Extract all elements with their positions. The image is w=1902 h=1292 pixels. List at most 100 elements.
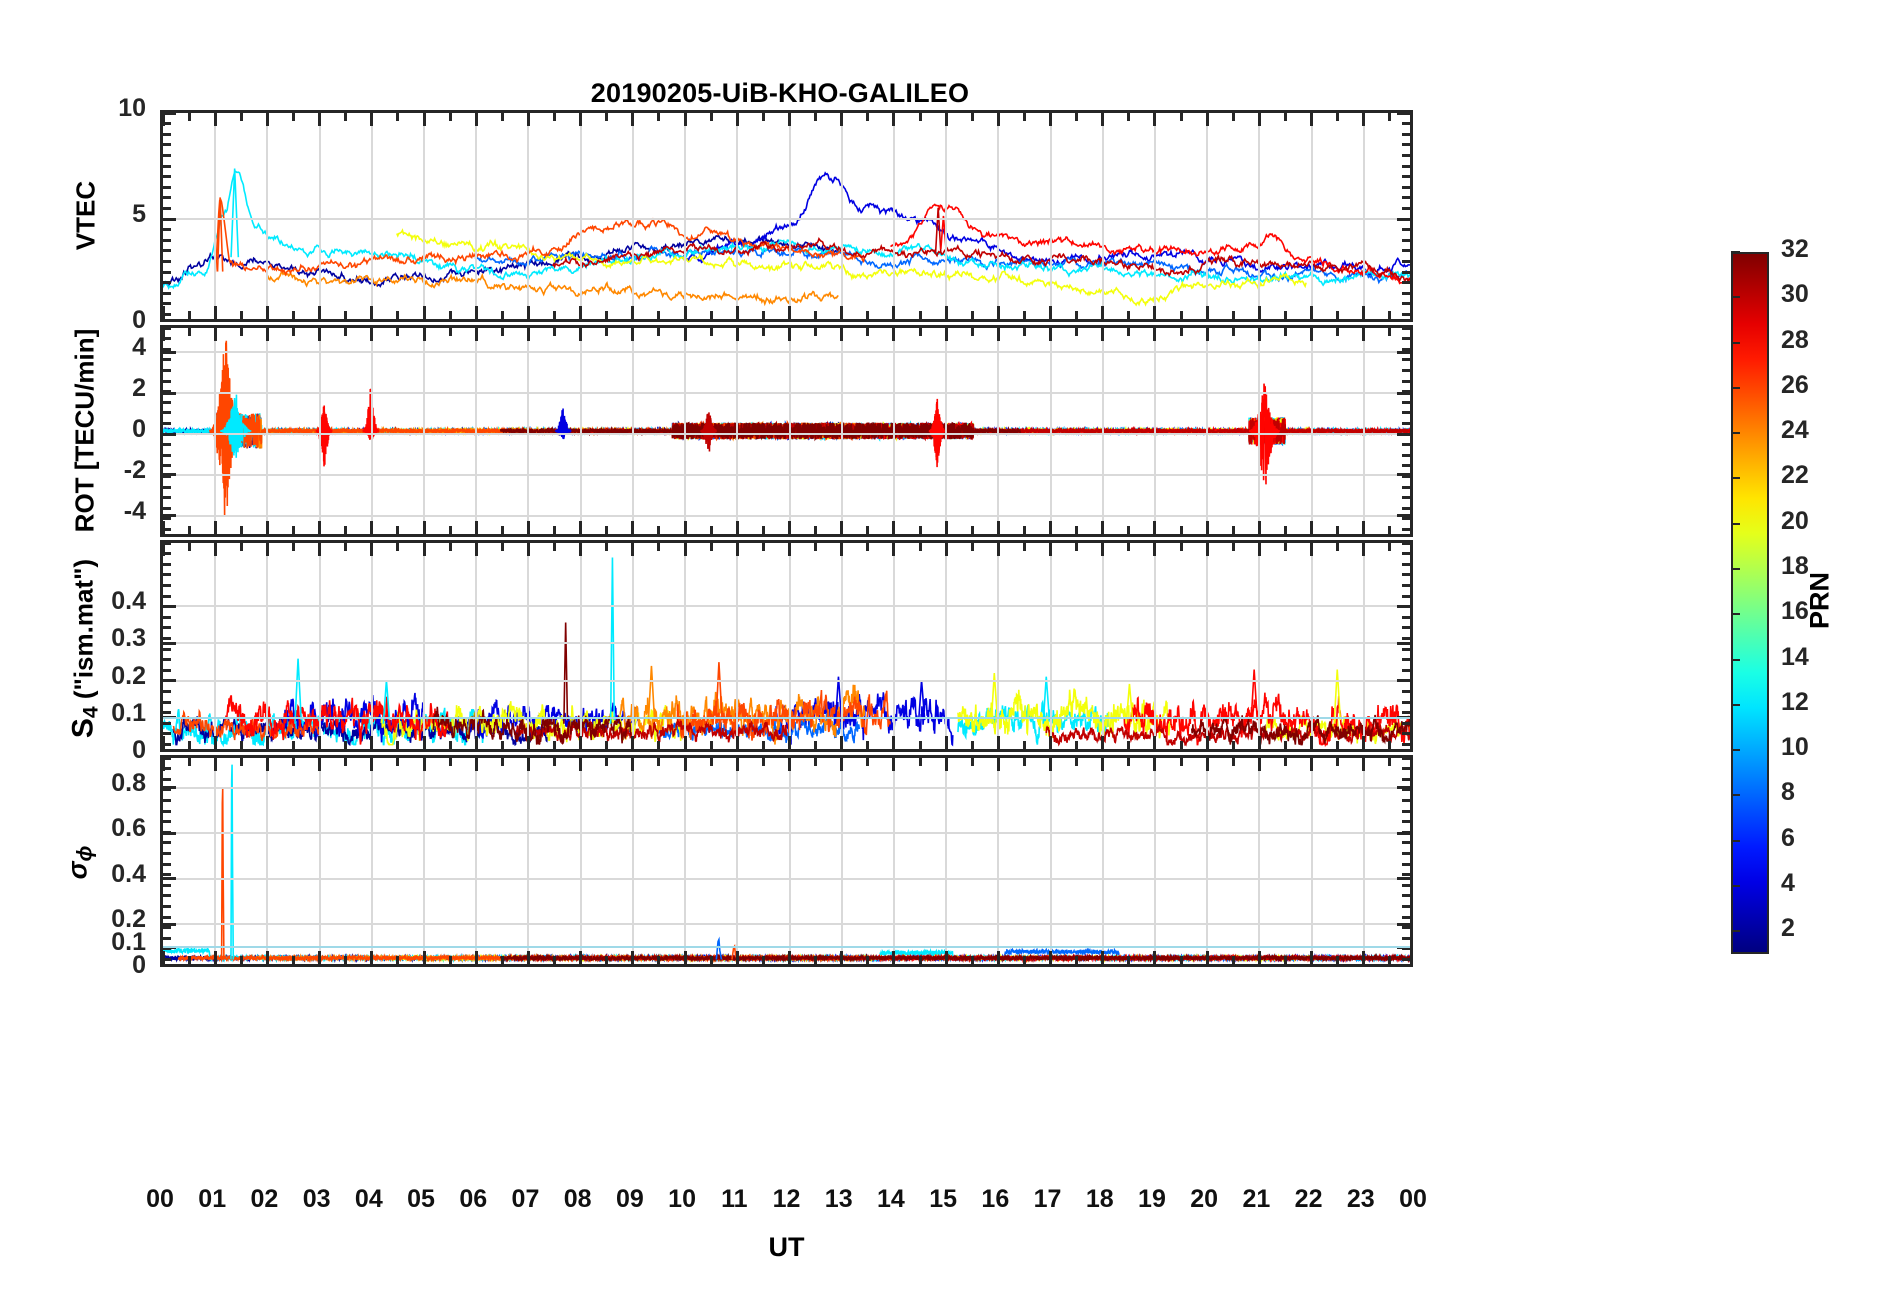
xtick-major-top-2: [265, 543, 269, 556]
ytick-minor-left-2-12: [163, 626, 171, 630]
xtick-minor-bottom-4: [396, 311, 400, 319]
gridline-v-22: [1310, 113, 1313, 319]
ytick-minor-left-0-2: [163, 302, 171, 306]
xtick-minor-top-7: [553, 113, 557, 121]
xtick-major-bottom-4: [370, 736, 374, 749]
xtick-major-top-5: [422, 543, 426, 556]
ytick-minor-right-2-1: [1402, 742, 1410, 746]
ytick-minor-right-2-2: [1402, 732, 1410, 736]
ytick-minor-right-3-13: [1402, 830, 1410, 834]
ytick-label-vtec-1: 5: [132, 200, 146, 228]
panel-rot-plot-area: [163, 328, 1410, 534]
gridline-v-16: [997, 758, 1000, 964]
gridline-v-15: [945, 113, 948, 319]
ytick-minor-right-0-19: [1402, 122, 1410, 126]
gridline-v-13: [840, 328, 843, 534]
xtick-minor-top-17: [1075, 113, 1079, 121]
xtick-label-13-13: 13: [824, 1185, 853, 1213]
gridline-v-23: [1362, 328, 1365, 534]
gridline-v-7: [527, 328, 530, 534]
xtick-major-top-8: [579, 758, 583, 771]
xtick-minor-bottom-10: [709, 741, 713, 749]
xtick-minor-bottom-15: [970, 311, 974, 319]
xtick-major-bottom-16: [996, 951, 1000, 964]
colorbar-ticklabel-18: 18: [1781, 552, 1809, 581]
gridline-v-20: [1206, 328, 1209, 534]
xtick-minor-top-8: [605, 113, 609, 121]
ytick-minor-left-2-13: [163, 615, 171, 619]
xtick-major-top-14: [892, 113, 896, 126]
xtick-minor-bottom-2: [292, 526, 296, 534]
ytick-minor-left-2-2: [163, 732, 171, 736]
gridline-v-20: [1206, 113, 1209, 319]
xtick-major-top-10: [683, 543, 687, 556]
ytick-minor-right-1-9: [1402, 443, 1410, 447]
ytick-minor-left-2-10: [163, 647, 171, 651]
xtick-major-bottom-10: [683, 521, 687, 534]
xtick-major-top-4: [370, 543, 374, 556]
colorbar-ticklabel-12: 12: [1781, 687, 1809, 716]
xtick-major-bottom-16: [996, 521, 1000, 534]
xtick-major-top-14: [892, 543, 896, 556]
gridline-h-3-5: [163, 786, 1410, 789]
gridline-v-3: [318, 758, 321, 964]
gridline-v-5: [423, 328, 426, 534]
xtick-major-top-1: [213, 758, 217, 771]
xtick-major-top-21: [1257, 328, 1261, 341]
gridline-h-1-1: [163, 392, 1410, 395]
ytick-minor-right-3-9: [1402, 873, 1410, 877]
xtick-major-bottom-21: [1257, 736, 1261, 749]
gridline-h-2-2: [163, 679, 1410, 682]
xtick-minor-top-12: [814, 328, 818, 336]
ytick-label-sigma_phi-1: 0.1: [111, 928, 146, 957]
gridline-v-18: [1101, 113, 1104, 319]
xtick-minor-top-2: [292, 543, 296, 551]
xtick-minor-top-2: [292, 758, 296, 766]
xtick-major-top-19: [1153, 758, 1157, 771]
colorbar-tick-32: [1731, 251, 1740, 253]
xtick-minor-bottom-19: [1179, 956, 1183, 964]
gridline-v-6: [475, 113, 478, 319]
xtick-major-top-13: [840, 113, 844, 126]
ytick-minor-right-3-3: [1402, 936, 1410, 940]
gridline-h-3-2: [163, 923, 1410, 926]
gridline-v-17: [1049, 328, 1052, 534]
xtick-minor-bottom-21: [1283, 526, 1287, 534]
ytick-minor-right-3-12: [1402, 841, 1410, 845]
gridline-v-20: [1206, 758, 1209, 964]
xtick-major-top-8: [579, 543, 583, 556]
xtick-minor-top-22: [1336, 543, 1340, 551]
xtick-minor-bottom-17: [1075, 526, 1079, 534]
ytick-minor-left-1-16: [163, 368, 171, 372]
xtick-major-bottom-19: [1153, 306, 1157, 319]
ytick-minor-right-0-14: [1402, 175, 1410, 179]
colorbar-tick-26: [1731, 386, 1740, 389]
ytick-label-s4-0: 0: [132, 736, 146, 764]
xtick-minor-top-5: [448, 113, 452, 121]
ytick-minor-right-0-3: [1402, 291, 1410, 295]
threshold-line-sigma_phi: [163, 946, 1410, 949]
ytick-minor-left-3-5: [163, 915, 171, 919]
xtick-minor-top-2: [292, 328, 296, 336]
xtick-major-bottom-17: [1049, 951, 1053, 964]
xtick-major-top-3: [318, 328, 322, 341]
xtick-major-bottom-4: [370, 951, 374, 964]
xtick-major-bottom-11: [735, 736, 739, 749]
ytick-minor-left-3-4: [163, 926, 171, 930]
xtick-major-top-5: [422, 113, 426, 126]
ytick-minor-left-1-9: [163, 443, 171, 447]
xtick-major-top-20: [1205, 543, 1209, 556]
xtick-major-top-6: [474, 543, 478, 556]
xtick-major-top-0: [163, 543, 165, 556]
ytick-minor-left-1-3: [163, 506, 171, 510]
ytick-minor-left-3-14: [163, 820, 171, 824]
gridline-v-19: [1153, 543, 1156, 749]
xtick-major-top-23: [1362, 758, 1366, 771]
ytick-minor-left-2-15: [163, 594, 171, 598]
xtick-major-bottom-8: [579, 951, 583, 964]
xtick-minor-bottom-17: [1075, 956, 1079, 964]
ytick-minor-right-0-6: [1402, 259, 1410, 263]
xtick-major-bottom-22: [1310, 521, 1314, 534]
gridline-v-12: [788, 113, 791, 319]
ytick-minor-left-0-20: [163, 113, 171, 115]
